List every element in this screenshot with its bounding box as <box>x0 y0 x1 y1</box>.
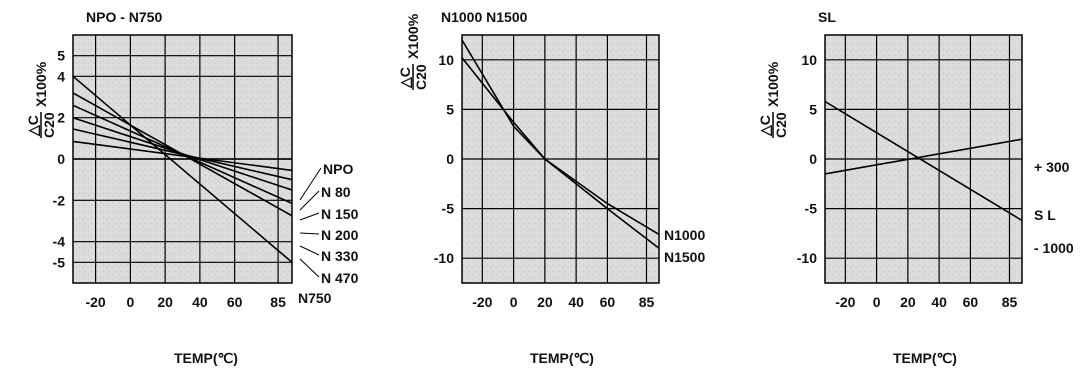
x-axis-label-3: TEMP(℃) <box>893 350 957 366</box>
y-tick-labels-1: 5 4 2 0 -2 -4 -5 <box>53 48 66 271</box>
y-tick-label-4: -10 <box>797 250 817 266</box>
x-tick-label-3: 40 <box>192 294 208 310</box>
chart-title-2: N1000 N1500 <box>441 9 528 25</box>
series-label-1: N1500 <box>664 249 705 265</box>
leader-lines-1 <box>299 167 322 278</box>
x-tick-label-1: 0 <box>126 294 134 310</box>
series-labels-1: NPO N 80 N 150 N 200 N 330 N 470 N750 <box>298 161 359 306</box>
y-label-bottom-1: C20 <box>41 112 57 138</box>
y-tick-label-0: 10 <box>801 52 817 68</box>
series-line-1 <box>461 39 660 249</box>
y-label-suffix-1: X100% <box>33 61 49 107</box>
x-tick-label-0: -20 <box>472 294 492 310</box>
annotation-sl: S L <box>1034 207 1056 223</box>
y-tick-label-1: 5 <box>809 101 817 117</box>
x-tick-label-4: 60 <box>963 294 979 310</box>
x-tick-label-0: -20 <box>835 294 855 310</box>
series-lines-1 <box>72 75 293 263</box>
series-label-2: N 150 <box>321 206 359 222</box>
x-axis-label-1: TEMP(℃) <box>174 350 238 366</box>
plot-frame-3 <box>824 34 1023 284</box>
y-tick-label-2: 0 <box>446 151 454 167</box>
y-tick-labels-3: 10 5 0 -5 -10 <box>797 52 817 266</box>
y-tick-label-3: -5 <box>805 201 818 217</box>
x-tick-label-4: 60 <box>227 294 243 310</box>
x-axis-label-2: TEMP(℃) <box>530 350 594 366</box>
leader-line-5 <box>299 258 320 278</box>
x-tick-label-2: 20 <box>157 294 173 310</box>
series-label-5: N 470 <box>321 270 359 286</box>
y-label-top-3: △C <box>757 115 773 137</box>
x-tick-labels-3: -20 0 20 40 60 85 <box>835 294 1017 310</box>
y-tick-label-2: 2 <box>57 110 65 126</box>
series-label-3: N 200 <box>321 227 359 243</box>
series-line-0 <box>824 138 1023 175</box>
y-tick-label-2: 0 <box>809 151 817 167</box>
series-label-1: - 1000 <box>1034 240 1074 256</box>
x-tick-label-5: 85 <box>1002 294 1018 310</box>
series-line-1 <box>72 140 293 172</box>
series-lines-2 <box>461 39 660 249</box>
series-lines-3 <box>824 100 1023 222</box>
series-label-4: N 330 <box>321 248 359 264</box>
chart-panel-3: 10 5 0 -5 -10 -20 0 20 40 60 85 + 300 - 1000 S L S… <box>757 9 1074 366</box>
y-label-bottom-3: C20 <box>773 112 789 138</box>
chart-title-1: NPO - N750 <box>86 9 162 25</box>
y-axis-label-1: △C C20 X100% <box>25 61 57 138</box>
series-line-5 <box>72 92 293 217</box>
x-tick-label-3: 40 <box>931 294 947 310</box>
y-tick-labels-2: 10 5 0 -5 -10 <box>434 52 454 266</box>
y-tick-label-1: 5 <box>446 101 454 117</box>
leader-line-3 <box>299 232 320 235</box>
plot-frame-2 <box>461 34 660 284</box>
x-tick-label-5: 85 <box>270 294 286 310</box>
grid-lines-2 <box>462 35 659 283</box>
y-tick-label-0: 10 <box>438 52 454 68</box>
leader-line-4 <box>299 245 320 256</box>
grid-lines-3 <box>825 35 1022 283</box>
chart-panel-2: 10 5 0 -5 -10 -20 0 20 40 60 85 N1000 N1500 N1000 … <box>397 9 705 366</box>
y-label-bottom-2: C20 <box>413 64 429 90</box>
y-tick-label-5: -4 <box>53 234 66 250</box>
series-line-6 <box>72 75 293 263</box>
y-axis-label-3: △C C20 X100% <box>757 61 789 138</box>
leader-line-0 <box>299 167 322 201</box>
y-label-top-2: △C <box>397 67 413 89</box>
x-tick-label-2: 20 <box>900 294 916 310</box>
chart-title-3: SL <box>818 9 836 25</box>
series-labels-3: + 300 - 1000 <box>1034 159 1074 256</box>
y-tick-label-4: -10 <box>434 250 454 266</box>
series-line-1 <box>824 100 1023 222</box>
y-label-top-1: △C <box>25 115 41 137</box>
x-tick-label-2: 20 <box>537 294 553 310</box>
x-tick-label-1: 0 <box>510 294 518 310</box>
x-tick-label-3: 40 <box>568 294 584 310</box>
y-label-suffix-2: X100% <box>405 13 421 59</box>
series-label-0: N1000 <box>664 227 705 243</box>
series-label-6: N750 <box>298 290 332 306</box>
y-label-suffix-3: X100% <box>765 61 781 107</box>
leader-line-1 <box>299 190 320 211</box>
x-tick-labels-1: -20 0 20 40 60 85 <box>85 294 286 310</box>
y-tick-label-3: -5 <box>442 201 455 217</box>
y-tick-label-4: -2 <box>53 192 66 208</box>
series-label-0: NPO <box>323 161 353 177</box>
series-label-1: N 80 <box>321 184 351 200</box>
series-label-0: + 300 <box>1034 159 1070 175</box>
y-tick-label-6: -5 <box>53 254 66 270</box>
leader-line-2 <box>299 212 320 221</box>
x-tick-label-5: 85 <box>639 294 655 310</box>
y-tick-label-0: 5 <box>57 48 65 64</box>
y-tick-label-3: 0 <box>57 151 65 167</box>
y-axis-label-2: △C C20 X100% <box>397 13 429 90</box>
y-tick-label-1: 4 <box>57 68 65 84</box>
x-tick-labels-2: -20 0 20 40 60 85 <box>472 294 654 310</box>
x-tick-label-1: 0 <box>873 294 881 310</box>
x-tick-label-0: -20 <box>85 294 105 310</box>
series-labels-2: N1000 N1500 <box>664 227 705 265</box>
x-tick-label-4: 60 <box>600 294 616 310</box>
